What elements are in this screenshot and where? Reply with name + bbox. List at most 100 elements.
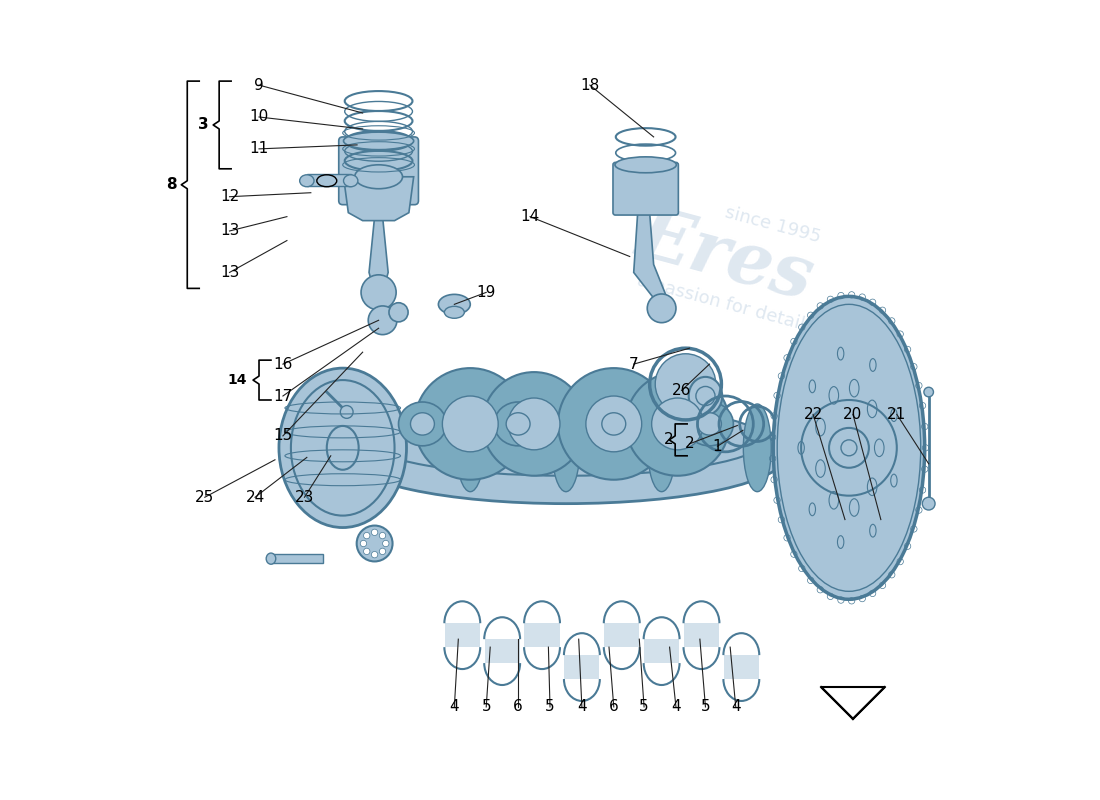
Circle shape	[379, 533, 386, 538]
Text: 12: 12	[220, 190, 239, 204]
Text: 10: 10	[250, 110, 268, 125]
Polygon shape	[564, 655, 600, 679]
Circle shape	[656, 354, 716, 414]
Circle shape	[924, 387, 934, 397]
Ellipse shape	[361, 404, 388, 492]
Text: 15: 15	[273, 428, 293, 443]
Circle shape	[383, 540, 389, 546]
Circle shape	[651, 398, 704, 450]
Text: 14: 14	[228, 373, 248, 387]
Text: 14: 14	[520, 209, 540, 224]
Circle shape	[372, 551, 377, 558]
Ellipse shape	[685, 402, 734, 446]
Text: 20: 20	[844, 407, 862, 422]
Polygon shape	[684, 623, 719, 647]
Text: 11: 11	[250, 142, 268, 156]
Circle shape	[586, 396, 641, 452]
Ellipse shape	[444, 306, 464, 318]
Circle shape	[363, 548, 370, 554]
Polygon shape	[343, 177, 414, 221]
Circle shape	[379, 548, 386, 554]
Text: 4: 4	[730, 699, 740, 714]
Ellipse shape	[615, 157, 676, 173]
Circle shape	[389, 302, 408, 322]
Text: 4: 4	[450, 699, 459, 714]
Circle shape	[368, 306, 397, 334]
Ellipse shape	[697, 413, 722, 435]
Ellipse shape	[773, 296, 925, 599]
Text: 5: 5	[701, 699, 711, 714]
Text: 26: 26	[672, 383, 691, 398]
Polygon shape	[821, 687, 884, 719]
Ellipse shape	[494, 402, 542, 446]
Ellipse shape	[354, 165, 403, 189]
Circle shape	[361, 540, 366, 546]
Ellipse shape	[346, 408, 785, 504]
Ellipse shape	[410, 413, 435, 435]
Ellipse shape	[689, 377, 723, 415]
Ellipse shape	[366, 404, 766, 476]
Text: 19: 19	[476, 285, 496, 300]
Text: since 1995: since 1995	[724, 203, 823, 246]
Ellipse shape	[279, 368, 407, 527]
Polygon shape	[368, 217, 388, 292]
Ellipse shape	[327, 426, 359, 470]
Text: 3: 3	[198, 118, 209, 133]
Text: 1: 1	[713, 438, 723, 454]
Circle shape	[415, 368, 526, 480]
Ellipse shape	[439, 294, 471, 314]
Ellipse shape	[590, 402, 638, 446]
Polygon shape	[645, 639, 679, 663]
Text: 13: 13	[220, 265, 239, 280]
Ellipse shape	[356, 526, 393, 562]
Text: 9: 9	[254, 78, 264, 93]
Polygon shape	[604, 623, 639, 647]
Ellipse shape	[266, 553, 276, 564]
Circle shape	[647, 294, 676, 322]
Text: 4: 4	[578, 699, 586, 714]
Circle shape	[922, 498, 935, 510]
Circle shape	[829, 428, 869, 468]
Text: 22: 22	[803, 407, 823, 422]
Bar	[271, 554, 322, 563]
Circle shape	[482, 372, 586, 476]
Text: 2: 2	[684, 436, 694, 451]
Text: 6: 6	[609, 699, 618, 714]
Polygon shape	[724, 655, 759, 679]
Text: Eres: Eres	[629, 199, 822, 314]
Circle shape	[361, 275, 396, 310]
Polygon shape	[634, 213, 670, 308]
Polygon shape	[525, 623, 560, 647]
Circle shape	[626, 372, 729, 476]
Ellipse shape	[343, 132, 414, 150]
Ellipse shape	[506, 413, 530, 435]
Text: 5: 5	[546, 699, 554, 714]
Text: 13: 13	[220, 223, 239, 238]
FancyBboxPatch shape	[613, 162, 679, 215]
Text: a passion for details: a passion for details	[635, 272, 816, 337]
Ellipse shape	[744, 404, 771, 492]
Circle shape	[508, 398, 560, 450]
Circle shape	[340, 406, 353, 418]
Ellipse shape	[552, 404, 580, 492]
Ellipse shape	[299, 174, 314, 186]
Bar	[307, 174, 351, 186]
Polygon shape	[444, 623, 480, 647]
Text: 16: 16	[273, 357, 293, 372]
Text: 17: 17	[273, 389, 293, 403]
Text: 2: 2	[664, 432, 673, 447]
Polygon shape	[485, 639, 519, 663]
Circle shape	[372, 529, 377, 535]
Text: 4: 4	[671, 699, 681, 714]
Text: 24: 24	[245, 490, 265, 505]
Text: 5: 5	[482, 699, 491, 714]
Text: 23: 23	[295, 490, 315, 505]
Circle shape	[558, 368, 670, 480]
Text: 21: 21	[888, 407, 906, 422]
Ellipse shape	[456, 404, 484, 492]
Ellipse shape	[398, 402, 447, 446]
Text: 8: 8	[166, 178, 177, 192]
Ellipse shape	[343, 174, 358, 186]
Text: 7: 7	[629, 357, 638, 372]
Text: 18: 18	[580, 78, 600, 93]
